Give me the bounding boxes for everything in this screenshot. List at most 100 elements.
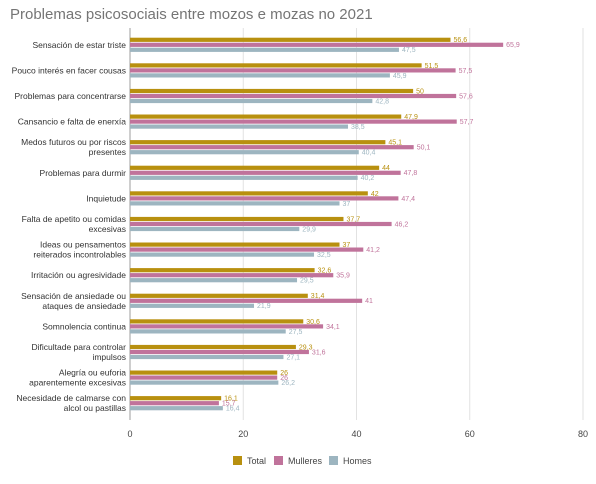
bar — [130, 242, 340, 247]
bar — [130, 252, 315, 257]
legend-label: Total — [247, 456, 266, 466]
data-label: 57,6 — [459, 93, 473, 100]
data-label: 35,9 — [336, 273, 350, 280]
bar — [130, 124, 349, 129]
data-label: 42,8 — [375, 98, 389, 105]
data-label: 32,6 — [318, 268, 332, 275]
legend-swatch — [233, 456, 242, 465]
data-label: 50,1 — [417, 145, 431, 152]
bar — [130, 273, 334, 278]
data-label: 40,4 — [362, 150, 376, 157]
data-label: 46,2 — [395, 221, 409, 228]
legend-label: Homes — [343, 456, 372, 466]
data-label: 21,9 — [257, 303, 271, 310]
bar — [130, 396, 222, 401]
bar — [130, 140, 386, 145]
category-label: impulsos — [92, 352, 126, 362]
bar — [130, 216, 344, 222]
data-label: 29,5 — [300, 278, 314, 285]
legend-label: Mulleres — [288, 456, 323, 466]
data-label: 32,5 — [317, 252, 331, 259]
bar — [130, 165, 380, 170]
bar — [130, 73, 390, 78]
data-label: 37 — [343, 242, 351, 249]
data-label: 57,7 — [460, 119, 474, 126]
category-label: ataques de ansiedade — [42, 301, 126, 311]
data-label: 26 — [280, 370, 288, 377]
legend-swatch — [329, 456, 338, 465]
category-label: Pouco interés en facer cousas — [12, 65, 126, 75]
x-tick-label: 60 — [465, 429, 475, 439]
data-label: 31,6 — [312, 349, 326, 356]
category-label: aparentemente excesivas — [29, 378, 126, 388]
bar — [130, 114, 402, 119]
category-label: Necesidade de calmarse con — [16, 393, 126, 403]
bar — [130, 226, 300, 232]
bar — [130, 93, 457, 99]
data-label: 15,7 — [222, 401, 236, 408]
bar — [130, 196, 399, 201]
bar — [130, 354, 284, 360]
bar — [130, 344, 296, 350]
data-label: 47,5 — [402, 47, 416, 54]
category-label: Alegría ou euforia — [59, 368, 126, 378]
category-label: alcol ou pastillas — [64, 403, 126, 413]
category-label: Problemas para concentrarse — [14, 91, 126, 101]
bar — [130, 170, 401, 175]
data-label: 30,6 — [306, 319, 320, 326]
chart-title: Problemas psicosociais entre mozos e moz… — [10, 6, 373, 23]
data-label: 44 — [382, 165, 390, 172]
category-label: Inquietude — [86, 193, 126, 203]
bar — [130, 278, 298, 283]
data-label: 26 — [280, 375, 288, 382]
data-label: 47,8 — [404, 170, 418, 177]
category-label: reiterados incontrolables — [33, 250, 126, 260]
data-label: 45,1 — [388, 140, 402, 147]
data-label: 34,1 — [326, 324, 340, 331]
bar — [130, 298, 363, 303]
bar — [130, 98, 373, 104]
data-label: 16,1 — [224, 396, 238, 403]
bar — [130, 221, 392, 227]
bar — [130, 119, 457, 124]
bar — [130, 319, 304, 324]
bar — [130, 268, 315, 273]
bar — [130, 191, 368, 196]
data-label: 16,4 — [226, 406, 240, 413]
bar — [130, 380, 279, 385]
data-label: 56,6 — [453, 37, 467, 44]
data-label: 26,2 — [281, 380, 295, 387]
bar — [130, 201, 340, 206]
data-label: 31,4 — [311, 293, 325, 300]
category-label: Dificultade para controlar — [32, 342, 127, 352]
data-label: 57,5 — [459, 68, 473, 75]
bar — [130, 175, 358, 180]
data-label: 41,2 — [366, 247, 380, 254]
legend-swatch — [274, 456, 283, 465]
data-label: 29,9 — [302, 226, 316, 233]
bar — [130, 375, 278, 380]
bar — [130, 370, 278, 375]
category-label: Sensación de ansiedade ou — [21, 291, 126, 301]
category-label: Sensación de estar triste — [32, 40, 126, 50]
x-tick-label: 40 — [351, 429, 361, 439]
bar — [130, 88, 414, 94]
data-label: 38,5 — [351, 124, 365, 131]
bar — [130, 37, 451, 42]
x-tick-label: 20 — [238, 429, 248, 439]
data-label: 42 — [371, 191, 379, 198]
data-label: 51,5 — [425, 63, 439, 70]
bar — [130, 401, 219, 406]
data-label: 37,7 — [346, 216, 360, 223]
bar — [130, 303, 255, 308]
category-label: Cansancio e falta de enerxía — [18, 117, 126, 127]
x-tick-label: 0 — [127, 429, 132, 439]
bar — [130, 68, 456, 73]
category-label: Falta de apetito ou comidas — [22, 214, 126, 224]
category-label: presentes — [89, 147, 126, 157]
category-label: Ideas ou pensamentos — [40, 240, 126, 250]
data-label: 37 — [343, 201, 351, 208]
data-label: 65,9 — [506, 42, 520, 49]
data-label: 47,9 — [404, 114, 418, 121]
